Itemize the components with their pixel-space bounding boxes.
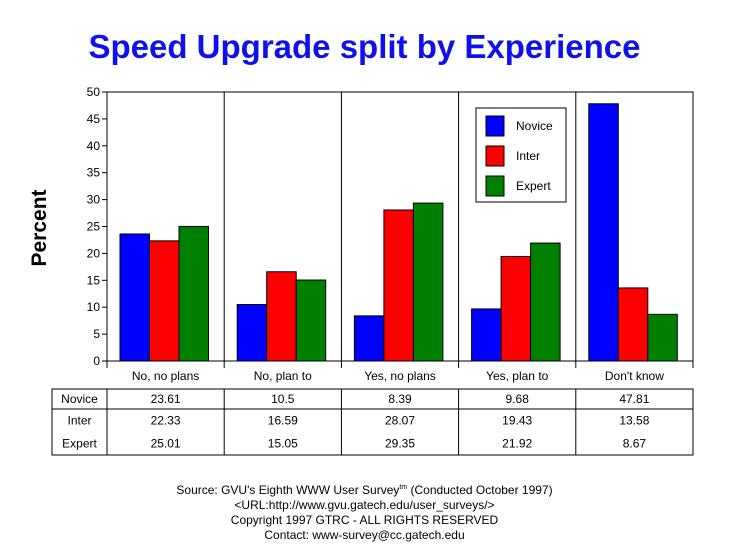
x-tick-label: Yes, plan to — [486, 369, 549, 383]
legend-label: Inter — [516, 149, 540, 163]
y-tick-label: 20 — [87, 246, 101, 260]
copyright: Copyright 1997 GTRC - ALL RIGHTS RESERVE… — [230, 513, 499, 527]
table-cell: 9.68 — [506, 392, 530, 406]
bar-novice — [471, 308, 502, 362]
bar-expert — [412, 202, 444, 362]
table-cell: 8.39 — [388, 392, 412, 406]
table-cell: 21.92 — [502, 437, 532, 451]
y-tick-label: 35 — [87, 166, 101, 180]
x-tick-label: No, no plans — [132, 369, 199, 383]
y-tick-label: 0 — [93, 354, 100, 368]
y-tick-label: 50 — [87, 85, 101, 99]
table-cell: 28.07 — [385, 414, 415, 428]
bar-inter — [149, 240, 180, 362]
table-row-label: Inter — [67, 414, 91, 428]
bar-novice — [353, 315, 385, 362]
table-cell: 22.33 — [151, 414, 181, 428]
y-tick-label: 45 — [87, 112, 101, 126]
table-cell: 10.5 — [271, 392, 295, 406]
legend-swatch-novice — [485, 115, 505, 137]
table-row-label: Expert — [62, 437, 97, 451]
y-tick-label: 10 — [87, 300, 101, 314]
y-tick-label: 15 — [87, 273, 101, 287]
bar-novice — [236, 304, 268, 362]
table-cell: 23.61 — [151, 392, 181, 406]
source-conducted: (Conducted October 1997) — [407, 483, 553, 497]
y-tick-label: 30 — [87, 193, 101, 207]
data-table — [51, 388, 694, 456]
y-tick-label: 40 — [87, 139, 101, 153]
bar-expert — [295, 279, 327, 362]
source-url: <URL:http://www.gvu.gatech.edu/user_surv… — [234, 498, 495, 512]
bar-expert — [647, 313, 678, 362]
bar-inter — [500, 255, 532, 362]
y-tick-label: 25 — [87, 220, 101, 234]
legend-swatch-expert — [485, 175, 505, 197]
x-tick-label: Don't know — [605, 369, 664, 383]
bar-expert — [178, 225, 209, 362]
table-cell: 29.35 — [385, 437, 415, 451]
table-cell: 13.58 — [619, 414, 649, 428]
table-cell: 25.01 — [151, 437, 181, 451]
table-cell: 47.81 — [619, 392, 649, 406]
bar-expert — [530, 242, 561, 362]
table-cell: 19.43 — [502, 414, 532, 428]
table-cell: 15.05 — [268, 437, 298, 451]
table-cell: 8.67 — [623, 437, 647, 451]
bar-inter — [617, 287, 649, 362]
chart-title: Speed Upgrade split by Experience — [88, 28, 641, 65]
contact: Contact: www-survey@cc.gatech.edu — [264, 528, 465, 542]
source-footer: Source: GVU's Eighth WWW User Surveytm (… — [0, 480, 729, 543]
y-tick-label: 5 — [93, 327, 100, 341]
legend-label: Expert — [516, 179, 551, 193]
legend-swatch-inter — [485, 145, 505, 167]
legend-label: Novice — [516, 119, 553, 133]
source-line: Source: GVU's Eighth WWW User Survey — [176, 483, 400, 497]
table-cell: 16.59 — [268, 414, 298, 428]
bar-novice — [119, 233, 150, 362]
table-row-label: Novice — [61, 392, 98, 406]
x-tick-label: No, plan to — [254, 369, 312, 383]
tm-mark: tm — [399, 484, 408, 491]
bar-novice — [588, 103, 619, 362]
bar-inter — [383, 209, 414, 362]
bar-inter — [266, 271, 297, 362]
x-tick-label: Yes, no plans — [364, 369, 436, 383]
